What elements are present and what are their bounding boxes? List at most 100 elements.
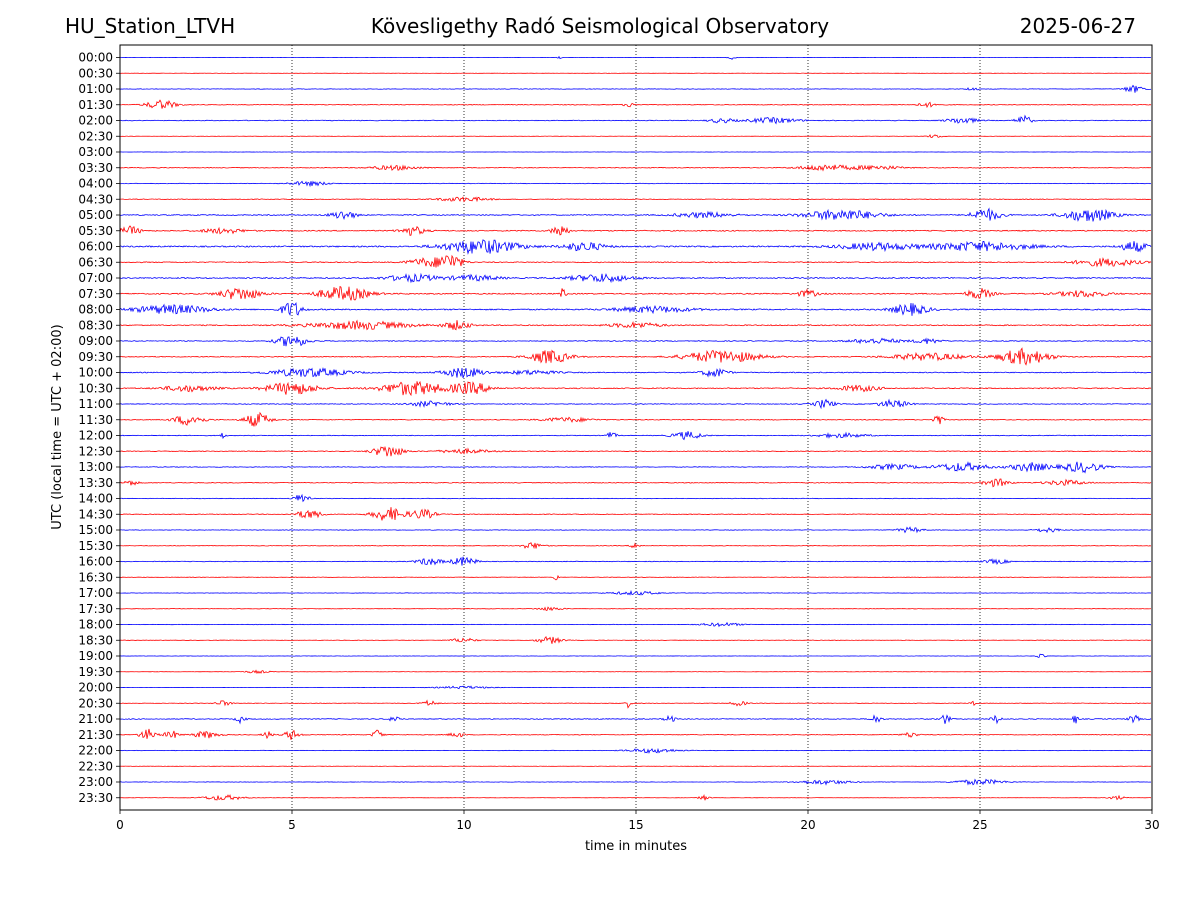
y-tick-label: 07:00 bbox=[78, 271, 113, 285]
y-tick-label: 03:00 bbox=[78, 145, 113, 159]
trace-1600 bbox=[119, 556, 1152, 566]
y-tick-label: 22:00 bbox=[78, 744, 113, 758]
y-tick-label: 14:00 bbox=[78, 492, 113, 506]
y-tick-label: 08:00 bbox=[78, 303, 113, 317]
chart-date: 2025-06-27 bbox=[1019, 14, 1136, 38]
y-tick-label: 11:30 bbox=[78, 413, 113, 427]
y-tick-label: 06:30 bbox=[78, 255, 113, 269]
y-tick-label: 15:30 bbox=[78, 539, 113, 553]
grid-lines bbox=[291, 45, 981, 810]
y-tick-label: 21:30 bbox=[78, 728, 113, 742]
x-tick-label: 15 bbox=[628, 818, 643, 832]
y-tick-label: 04:30 bbox=[78, 192, 113, 206]
y-tick-label: 19:00 bbox=[78, 649, 113, 663]
trace-0000 bbox=[119, 55, 1152, 61]
y-tick-label: 02:30 bbox=[78, 129, 113, 143]
y-tick-label: 16:00 bbox=[78, 555, 113, 569]
trace-0800 bbox=[119, 302, 1152, 316]
trace-0730 bbox=[119, 285, 1152, 301]
y-tick-label: 09:00 bbox=[78, 334, 113, 348]
x-tick-label: 30 bbox=[1144, 818, 1159, 832]
trace-2300 bbox=[119, 778, 1152, 786]
y-tick-label: 02:00 bbox=[78, 114, 113, 128]
x-tick-label: 20 bbox=[800, 818, 815, 832]
y-tick-label: 21:00 bbox=[78, 712, 113, 726]
y-tick-label: 13:00 bbox=[78, 460, 113, 474]
y-tick-label: 03:30 bbox=[78, 161, 113, 175]
trace-1500 bbox=[119, 526, 1152, 534]
y-tick-label: 05:00 bbox=[78, 208, 113, 222]
y-tick-label: 05:30 bbox=[78, 224, 113, 238]
trace-0600 bbox=[119, 239, 1152, 255]
trace-1730 bbox=[119, 606, 1152, 612]
y-tick-label: 20:30 bbox=[78, 696, 113, 710]
trace-0530 bbox=[119, 225, 1152, 236]
trace-1100 bbox=[119, 398, 1152, 410]
y-tick-label: 10:30 bbox=[78, 381, 113, 395]
station-name: HU_Station_LTVH bbox=[65, 14, 236, 38]
y-tick-label: 01:30 bbox=[78, 98, 113, 112]
trace-0830 bbox=[119, 319, 1152, 331]
y-tick-label: 07:30 bbox=[78, 287, 113, 301]
trace-1130 bbox=[119, 411, 1152, 427]
y-tick-label: 04:00 bbox=[78, 177, 113, 191]
trace-0500 bbox=[119, 207, 1152, 222]
y-tick-label: 09:30 bbox=[78, 350, 113, 364]
y-axis-label: UTC (local time = UTC + 02:00) bbox=[50, 324, 65, 529]
y-tick-label: 00:30 bbox=[78, 66, 113, 80]
trace-1800 bbox=[119, 621, 1152, 628]
y-tick-label: 12:30 bbox=[78, 444, 113, 458]
trace-1300 bbox=[119, 461, 1152, 474]
trace-0700 bbox=[119, 272, 1152, 284]
seismic-traces bbox=[119, 55, 1152, 801]
trace-1430 bbox=[119, 507, 1152, 521]
trace-1900 bbox=[119, 653, 1152, 658]
trace-2130 bbox=[119, 728, 1152, 740]
trace-2200 bbox=[119, 747, 1152, 754]
y-tick-label: 17:30 bbox=[78, 602, 113, 616]
trace-1930 bbox=[119, 669, 1152, 675]
trace-0100 bbox=[119, 84, 1152, 93]
y-tick-label: 16:30 bbox=[78, 570, 113, 584]
y-tick-label: 14:30 bbox=[78, 507, 113, 521]
trace-1330 bbox=[119, 478, 1152, 488]
trace-0430 bbox=[119, 196, 1152, 203]
y-tick-label: 08:30 bbox=[78, 318, 113, 332]
trace-0630 bbox=[119, 254, 1152, 268]
y-tick-label: 23:00 bbox=[78, 775, 113, 789]
y-tick-label: 13:30 bbox=[78, 476, 113, 490]
y-tick-label: 18:00 bbox=[78, 618, 113, 632]
trace-1630 bbox=[119, 574, 1152, 581]
trace-1400 bbox=[119, 493, 1152, 503]
trace-1530 bbox=[119, 542, 1152, 550]
y-tick-label: 19:30 bbox=[78, 665, 113, 679]
trace-0130 bbox=[119, 99, 1152, 109]
trace-2330 bbox=[119, 794, 1152, 801]
x-tick-label: 0 bbox=[116, 818, 124, 832]
trace-0330 bbox=[119, 164, 1152, 172]
y-tick-label: 06:00 bbox=[78, 240, 113, 254]
y-tick-label: 22:30 bbox=[78, 759, 113, 773]
x-ticks: 0 5 10 15 20 25 30 bbox=[116, 810, 1160, 832]
y-tick-label: 15:00 bbox=[78, 523, 113, 537]
y-tick-label: 17:00 bbox=[78, 586, 113, 600]
trace-1200 bbox=[119, 431, 1152, 441]
y-tick-label: 10:00 bbox=[78, 366, 113, 380]
x-tick-label: 5 bbox=[288, 818, 296, 832]
trace-0930 bbox=[119, 347, 1152, 366]
y-tick-label: 01:00 bbox=[78, 82, 113, 96]
trace-2100 bbox=[119, 714, 1152, 725]
trace-1230 bbox=[119, 445, 1152, 457]
y-tick-label: 00:00 bbox=[78, 51, 113, 65]
trace-1700 bbox=[119, 589, 1152, 596]
trace-1030 bbox=[119, 380, 1152, 397]
trace-1830 bbox=[119, 635, 1152, 644]
x-axis-label: time in minutes bbox=[585, 839, 687, 854]
y-tick-label: 18:30 bbox=[78, 633, 113, 647]
y-tick-label: 12:00 bbox=[78, 429, 113, 443]
trace-0400 bbox=[119, 180, 1152, 188]
trace-0200 bbox=[119, 114, 1152, 125]
chart-title: Kövesligethy Radó Seismological Observat… bbox=[370, 14, 830, 38]
